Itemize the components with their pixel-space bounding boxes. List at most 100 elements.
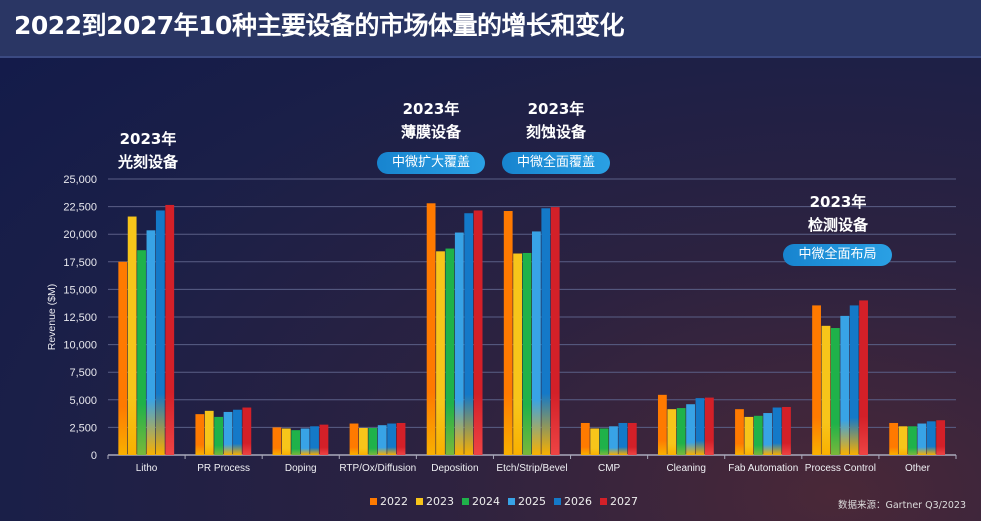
bar-2026-Doping [310,426,319,455]
bar-2022-Litho [118,261,128,455]
bar-2023-Fab Automation [744,416,754,455]
y-tick-label: 15,000 [63,284,97,296]
bar-2025-Fab Automation [763,413,773,455]
bar-2023-Doping [281,428,291,455]
bar-2026-Etch/Strip/Bevel [541,208,551,455]
bar-2025-Other [917,423,927,455]
bar-2027-Doping [319,424,329,455]
bar-2025-CMP [609,426,618,455]
data-source: 数据来源：Gartner Q3/2023 [838,500,967,511]
bar-2025-Cleaning [686,404,695,455]
bar-2026-Fab Automation [772,407,782,455]
y-tick-label: 12,500 [63,312,97,324]
y-tick-label: 25,000 [63,174,97,186]
bar-2026-CMP [618,422,628,455]
x-tick-label: CMP [598,463,621,474]
x-tick-label: Other [905,463,931,474]
bar-2026-Cleaning [695,398,705,455]
bar-2027-Cleaning [704,397,714,455]
y-tick-label: 10,000 [63,340,97,352]
badge-deposition: 中微扩大覆盖 [377,152,485,174]
legend-swatch [462,498,469,505]
legend-label: 2024 [472,495,500,508]
legend-swatch [600,498,607,505]
bar-2026-PR Process [233,409,242,455]
legend-item: 2026 [554,495,592,508]
x-tick-label: PR Process [197,463,250,474]
y-tick-label: 20,000 [63,229,97,241]
bar-2024-Deposition [445,248,455,455]
y-tick-label: 5,000 [69,395,97,407]
bar-2022-Other [889,422,899,455]
bar-2023-CMP [590,428,600,455]
bar-2025-PR Process [223,411,233,455]
badge-etch: 中微全面覆盖 [502,152,610,174]
legend-item: 2025 [508,495,546,508]
bar-2025-Etch/Strip/Bevel [532,231,541,455]
legend-label: 2022 [380,495,408,508]
legend-item: 2027 [600,495,638,508]
bar-2022-Fab Automation [735,409,744,455]
annotation-year: 2023年 [527,100,585,118]
bar-2027-Litho [165,204,175,455]
annotation-etch: 2023年 刻蚀设备 [516,98,596,144]
bar-2024-Process Control [830,328,840,455]
page-title: 2022到2027年10种主要设备的市场体量的增长和变化 [14,11,624,40]
bar-2024-RTP/Ox/Diffusion [368,427,378,455]
bar-2026-Deposition [464,213,474,455]
annotation-process-control: 2023年 检测设备 [798,191,878,237]
bar-2026-RTP/Ox/Diffusion [387,423,397,455]
bar-2023-Process Control [821,325,831,455]
bar-2022-Cleaning [657,394,667,455]
y-tick-label: 17,500 [63,257,97,269]
bar-2023-Litho [127,216,137,455]
chart-legend: 2022 2023 2024 2025 2026 2027 [370,495,638,508]
bar-2023-Other [898,426,908,455]
bar-2025-Process Control [840,315,850,455]
legend-label: 2023 [426,495,454,508]
bar-2025-Litho [146,230,156,455]
annotation-deposition: 2023年 薄膜设备 [391,98,471,144]
bar-2027-Fab Automation [782,406,791,455]
annotation-year: 2023年 [402,100,460,118]
bar-2024-PR Process [214,416,224,455]
bar-2024-Litho [137,250,146,455]
annotation-label: 刻蚀设备 [525,123,586,141]
x-tick-label: Cleaning [666,463,705,474]
bar-2026-Process Control [849,305,859,455]
annotation-year: 2023年 [119,130,177,148]
annotation-litho: 2023年 光刻设备 [108,128,188,174]
legend-label: 2027 [610,495,638,508]
bar-2024-Etch/Strip/Bevel [522,252,532,455]
bar-2022-Deposition [426,203,436,455]
bar-2027-CMP [627,422,637,455]
bar-2025-RTP/Ox/Diffusion [377,425,387,455]
legend-swatch [508,498,515,505]
bar-2025-Deposition [454,232,464,455]
bar-2027-Other [936,420,946,455]
bar-2023-Cleaning [667,409,677,455]
bar-2027-RTP/Ox/Diffusion [396,422,406,455]
bar-2023-Deposition [436,251,445,455]
x-tick-label: Fab Automation [728,463,798,474]
legend-swatch [554,498,561,505]
x-tick-label: RTP/Ox/Diffusion [339,463,416,474]
bar-2025-Doping [300,428,310,455]
bar-2027-Process Control [859,300,868,455]
bar-2022-Process Control [812,305,821,455]
bar-2023-RTP/Ox/Diffusion [359,427,368,455]
x-tick-label: Doping [285,463,317,474]
y-axis-label: Revenue ($M) [46,284,58,351]
legend-item: 2022 [370,495,408,508]
bar-2024-Other [908,426,917,455]
legend-item: 2024 [462,495,500,508]
y-tick-label: 7,500 [69,367,97,379]
bar-2024-Fab Automation [753,415,763,455]
annotation-label: 薄膜设备 [400,123,461,141]
bar-2027-Etch/Strip/Bevel [550,207,560,455]
bar-2022-RTP/Ox/Diffusion [349,423,359,455]
bar-2022-CMP [580,422,590,455]
legend-label: 2025 [518,495,546,508]
bar-2024-Cleaning [676,408,686,455]
